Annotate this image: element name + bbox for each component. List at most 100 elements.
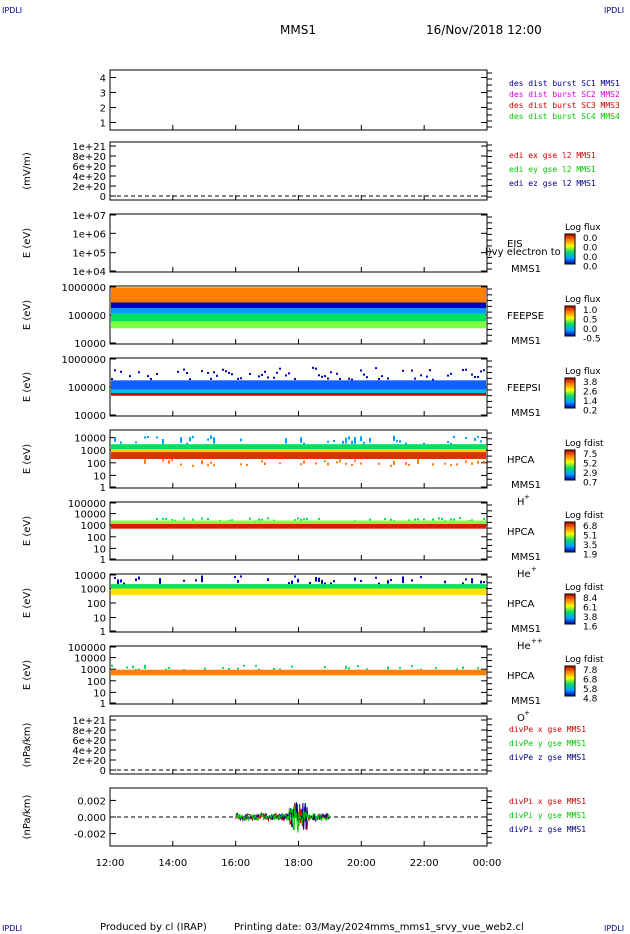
spectrogram-cell [435, 666, 437, 669]
x-tick-label: 14:00 [158, 858, 187, 869]
y-tick-label: -0.002 [74, 830, 106, 841]
spectrogram-cell [360, 579, 362, 582]
spectrogram-cell [369, 518, 371, 521]
spectrogram-cell [297, 578, 299, 583]
y-axis-label: (nPa/km) [22, 795, 33, 840]
spectrogram-cell [378, 582, 380, 585]
y-tick-label: 100 [87, 459, 106, 470]
spectrogram-cell [249, 372, 251, 375]
colorbar-tick-label: 3.8 [583, 378, 598, 388]
spectrogram-cell [483, 517, 485, 520]
spectrogram-cell [207, 438, 209, 441]
spectrogram-cell [285, 374, 287, 377]
spectrogram-cell [204, 667, 206, 670]
spectrogram-cell [303, 518, 305, 521]
instrument-label: HPCA [507, 599, 535, 610]
panel-p5: 1000000 100000 10000 E (eV) FEEPSI MMS1 Log fl… [22, 355, 601, 422]
spectrogram-cell [324, 666, 326, 669]
spectrogram-cell [210, 377, 212, 380]
spectrogram-cell [387, 580, 389, 584]
spectrogram-cell [300, 518, 302, 521]
panel-frame [109, 501, 488, 561]
spectrogram-cell [228, 668, 230, 671]
colorbar-tick-label: 3.5 [583, 541, 597, 551]
x-tick-label: 20:00 [347, 858, 376, 869]
spectrogram-cell [345, 462, 347, 465]
colorbar-tick-label: 1.4 [583, 397, 598, 407]
spectrogram-cell [303, 442, 305, 445]
spectrogram-cell [162, 438, 164, 445]
spectrogram-cell [207, 371, 209, 374]
panel-p11: 0.002 0.000 -0.002 (nPa/km) divPi x gse MMS1… [22, 787, 586, 847]
spectrogram-cell [123, 582, 125, 585]
instrument-label: HPCA [507, 527, 535, 538]
spectrogram-cell [213, 464, 215, 467]
colorbar-tick-label: 1.9 [583, 551, 598, 561]
y-tick-label: 1000 [81, 521, 106, 532]
spectrogram-band [111, 393, 486, 396]
spectrogram-cell [291, 580, 293, 585]
colorbar [564, 449, 576, 481]
spectrogram-cell [249, 517, 251, 520]
spectrogram-cell [132, 665, 134, 669]
colorbar-tick-label: 0.0 [583, 325, 598, 335]
spectrogram-cell [189, 378, 191, 381]
spectrogram-cell [384, 518, 386, 521]
y-tick-label: 1 [100, 483, 106, 494]
species-label: H [517, 497, 525, 508]
spectrogram-cell [447, 441, 449, 444]
y-tick-label: 1e+04 [72, 267, 106, 278]
y-tick-label: 1000000 [61, 355, 106, 366]
spectrogram-cell [441, 517, 443, 520]
spectrogram-cell [261, 518, 263, 521]
spectrogram-cell [144, 436, 146, 439]
spectrogram-cell [381, 375, 383, 378]
x-tick-label: 00:00 [473, 858, 502, 869]
colorbar-tick-label: 2.6 [583, 388, 598, 398]
y-tick-label: 1000 [81, 665, 106, 676]
spacecraft-label: MMS1 [511, 552, 541, 563]
spectrogram-band [111, 302, 486, 309]
spectrogram-cell [327, 440, 329, 443]
spectrogram-cell [402, 369, 404, 372]
x-tick-label: 18:00 [284, 858, 313, 869]
spectrogram-cell [327, 462, 329, 466]
spectrogram-cell [351, 440, 353, 444]
y-tick-label: 1000 [81, 446, 106, 457]
spectrogram-cell [471, 373, 473, 376]
spectrogram-cell [171, 519, 173, 522]
spacecraft-label: MMS1 [511, 264, 541, 275]
spectrogram-cell [321, 579, 323, 584]
footer-produced-by: Produced by cl (IRAP) [100, 922, 207, 933]
spectrogram-cell [363, 373, 365, 376]
panel-p1: 4 3 2 1 des dist burst SC1 MMS1 des dist burs… [100, 69, 620, 131]
spectrogram-cell [234, 576, 236, 579]
spectrogram-cell [417, 518, 419, 521]
panel-frame [109, 573, 488, 633]
spectrogram-cell [279, 367, 281, 370]
spectrogram-cell [354, 459, 356, 462]
spectrogram-cell [240, 463, 242, 466]
spectrogram-cell [450, 442, 452, 445]
spectrogram-cell [168, 667, 170, 670]
spectrogram-cell [408, 519, 410, 522]
spectrogram-cell [411, 665, 413, 668]
spectrogram-cell [393, 435, 395, 441]
spectrogram-cell [453, 518, 455, 521]
spectrogram-cell [396, 439, 398, 442]
spectrogram-cell [462, 666, 464, 670]
y-tick-label: 1000 [81, 585, 106, 596]
y-tick-label: 1000000 [61, 283, 106, 294]
spectrogram-cell [147, 375, 149, 378]
spectrogram-cell [471, 462, 473, 465]
spectrogram-cell [471, 519, 473, 522]
spectrogram-cell [471, 578, 473, 584]
legend-entry: des dist burst SC4 MMS4 [509, 112, 620, 121]
y-axis-label: E (eV) [22, 372, 33, 402]
spectrogram [111, 366, 486, 396]
y-tick-label: 100000 [68, 311, 106, 322]
y-tick-label: 100 [87, 677, 106, 688]
spectrogram-cell [390, 578, 392, 581]
